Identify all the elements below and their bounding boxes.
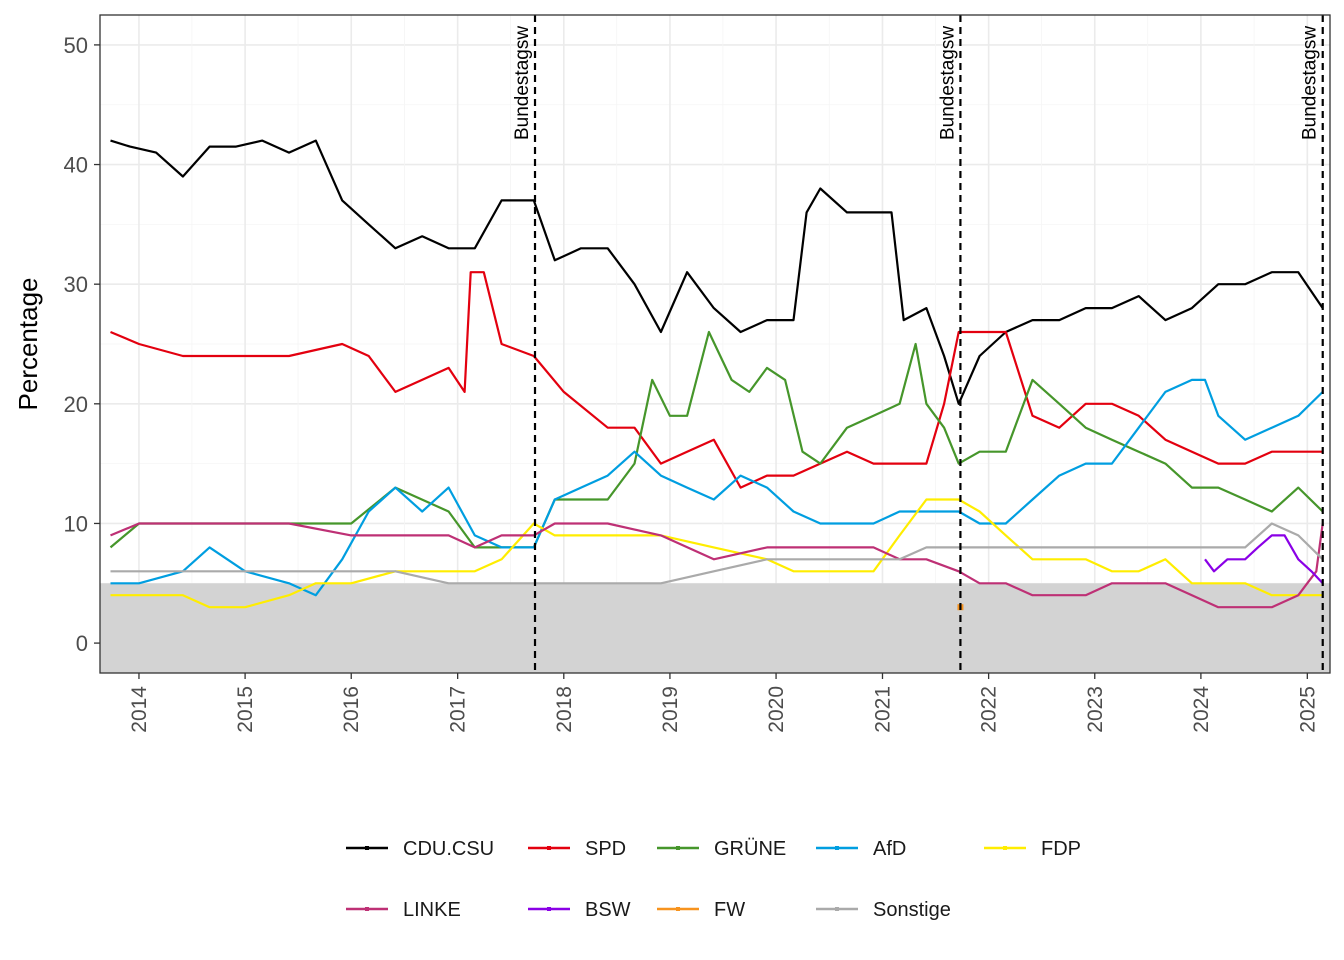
y-tick-label: 50 [64,33,88,58]
legend-label-linke: LINKE [403,899,461,921]
legend-label-afd: AfD [873,838,906,860]
y-tick-label: 0 [76,631,88,656]
series-line-spd [110,271,1323,489]
legend-dot-fw [676,907,680,911]
x-tick-label: 2020 [765,686,788,733]
legend-label-fw: FW [714,899,745,921]
legend: CDU.CSU SPD GRÜNE AfD FDP LINKE BSW FW Sonstige [346,838,1081,921]
x-tick-label: 2015 [234,686,257,733]
x-tick-label: 2022 [978,686,1001,733]
panel-border [99,14,1331,674]
legend-label-sonstige: Sonstige [873,899,951,921]
legend-label-spd: SPD [585,838,626,860]
x-tick-label: 2021 [871,686,894,733]
legend-label-fdp: FDP [1041,838,1081,860]
y-tick-label: 10 [64,511,88,536]
legend-label-cdu-csu: CDU.CSU [403,838,494,860]
series-line-fdp [110,498,1323,609]
series-line-cdu-csu [110,139,1324,405]
y-tick-label: 40 [64,153,88,178]
y-tick-label: 30 [64,272,88,297]
event-label: Bundestagsw [512,26,533,140]
plot-area: Bundestagsw Bundestagsw Bundestagsw 0 10 20 30… [13,14,1331,733]
legend-dot-linke [365,907,369,911]
legend-dot-bsw [547,907,551,911]
legend-dot-sonstige [835,907,839,911]
series-line-linke [110,522,1324,609]
series-line-sonstige [110,522,1324,585]
y-axis-title: Percentage [13,278,43,411]
y-tick-label: 20 [64,392,88,417]
legend-dot-spd [547,846,551,850]
event-label: Bundestagsw [937,26,958,140]
series-group [109,139,1324,611]
legend-dot-fdp [1003,846,1007,850]
event-label: Bundestagsw [1300,26,1321,140]
x-tick-label: 2019 [659,686,682,733]
x-tick-label: 2025 [1296,686,1319,733]
x-tick-label: 2017 [447,686,470,733]
legend-dot-cdu-csu [365,846,369,850]
x-tick-label: 2023 [1084,686,1107,733]
threshold-band [100,583,1330,673]
x-tick-label: 2024 [1190,686,1213,733]
legend-dot-afd [835,846,839,850]
x-tick-label: 2016 [340,686,363,733]
series-line-bsw [1204,534,1324,585]
legend-dot-gr-ne [676,846,680,850]
x-tick-label: 2014 [128,686,151,733]
legend-label-bsw: BSW [585,899,631,921]
x-tick-label: 2018 [553,686,576,733]
legend-label-gr-ne: GRÜNE [714,838,786,860]
